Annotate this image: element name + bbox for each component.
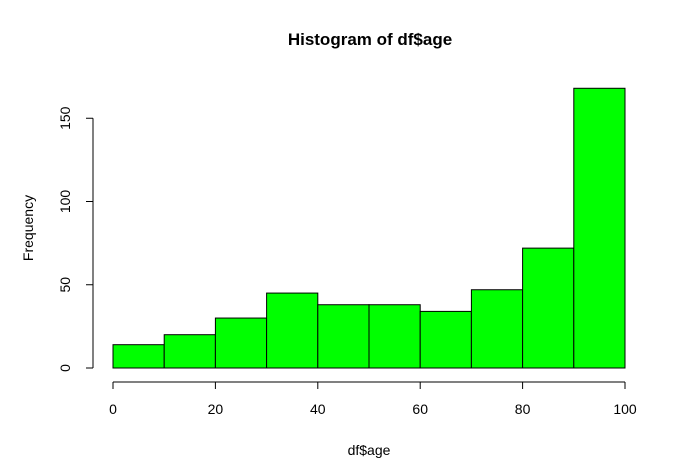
y-axis-label: Frequency bbox=[20, 195, 36, 261]
x-tick-label: 40 bbox=[310, 401, 326, 417]
histogram-bar-7 bbox=[470, 289, 524, 369]
x-tick-label: 0 bbox=[109, 401, 117, 417]
chart-title: Histogram of df$age bbox=[288, 30, 452, 49]
x-axis: 0 20 40 60 80 100 bbox=[109, 381, 637, 417]
x-axis-label: df$age bbox=[348, 442, 391, 458]
histogram-bar-3 bbox=[266, 292, 319, 369]
bars-group bbox=[112, 87, 626, 369]
y-tick-label: 150 bbox=[57, 106, 73, 130]
histogram-bar-1 bbox=[163, 334, 216, 369]
histogram-bar-9 bbox=[573, 87, 626, 369]
y-tick-label: 0 bbox=[57, 364, 73, 372]
y-axis: 0 50 100 150 bbox=[57, 106, 94, 372]
histogram-bar-5 bbox=[368, 304, 421, 369]
x-tick-label: 60 bbox=[412, 401, 428, 417]
histogram-bar-0 bbox=[112, 344, 165, 369]
histogram-bar-2 bbox=[214, 317, 268, 369]
x-tick-label: 80 bbox=[515, 401, 531, 417]
y-tick-label: 50 bbox=[57, 277, 73, 293]
histogram-bar-8 bbox=[522, 247, 575, 369]
histogram-bar-4 bbox=[317, 304, 370, 369]
x-tick-label: 100 bbox=[613, 401, 637, 417]
y-tick-label: 100 bbox=[57, 190, 73, 214]
x-tick-label: 20 bbox=[208, 401, 224, 417]
histogram-bar-6 bbox=[419, 310, 472, 369]
